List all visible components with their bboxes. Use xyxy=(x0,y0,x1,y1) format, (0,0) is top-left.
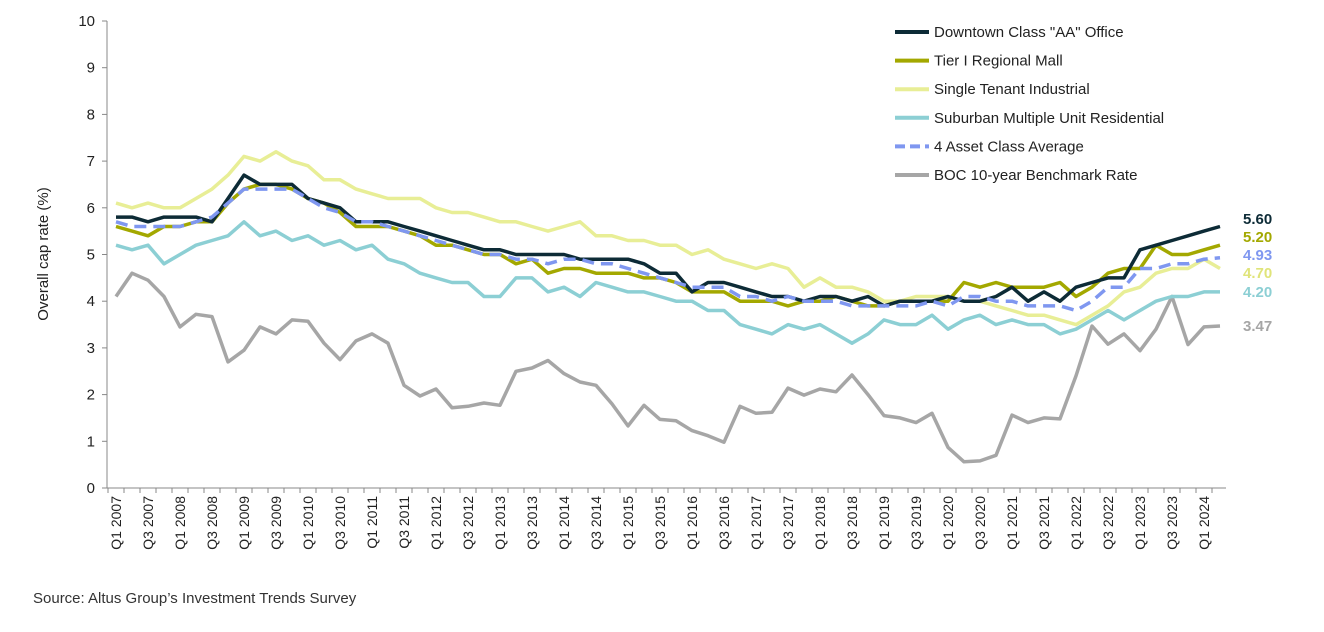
x-tick-label: Q3 2012 xyxy=(460,496,476,550)
x-tick-label: Q3 2021 xyxy=(1036,496,1052,550)
x-tick-label: Q3 2008 xyxy=(204,496,220,550)
source-note: Source: Altus Group’s Investment Trends … xyxy=(33,590,357,607)
x-tick-label: Q1 2014 xyxy=(556,496,572,550)
x-tick-label: Q1 2016 xyxy=(684,496,700,550)
y-tick-label: 5 xyxy=(87,247,95,264)
series-line xyxy=(115,187,1221,313)
x-tick-label: Q3 2014 xyxy=(588,496,604,550)
y-tick-label: 0 xyxy=(87,480,95,497)
legend-label: Suburban Multiple Unit Residential xyxy=(934,110,1164,127)
x-tick-label: Q3 2013 xyxy=(524,496,540,550)
x-tick-label: Q1 2013 xyxy=(492,496,508,550)
x-tick-label: Q1 2019 xyxy=(876,496,892,550)
x-tick-label: Q3 2023 xyxy=(1164,496,1180,550)
x-tick-label: Q3 2015 xyxy=(652,496,668,550)
y-tick-label: 4 xyxy=(87,293,95,310)
x-tick-label: Q3 2016 xyxy=(716,496,732,550)
y-tick-label: 8 xyxy=(87,106,95,123)
x-tick-label: Q1 2008 xyxy=(172,496,188,550)
x-tick-label: Q1 2007 xyxy=(108,496,124,550)
x-tick-label: Q3 2019 xyxy=(908,496,924,550)
end-value-label: 5.60 xyxy=(1243,211,1272,228)
legend-label: Tier I Regional Mall xyxy=(934,53,1063,70)
x-tick-label: Q1 2010 xyxy=(300,496,316,550)
x-tick-label: Q1 2024 xyxy=(1196,496,1212,550)
x-tick-label: Q3 2018 xyxy=(844,496,860,550)
legend-label: 4 Asset Class Average xyxy=(934,138,1084,155)
legend-label: Single Tenant Industrial xyxy=(934,81,1090,98)
x-tick-label: Q3 2011 xyxy=(396,496,412,549)
x-tick-label: Q1 2017 xyxy=(748,496,764,550)
y-tick-label: 6 xyxy=(87,200,95,217)
y-tick-label: 10 xyxy=(78,13,95,30)
end-value-label: 4.20 xyxy=(1243,284,1272,301)
x-tick-label: Q3 2020 xyxy=(972,496,988,550)
x-tick-label: Q3 2009 xyxy=(268,496,284,550)
x-tick-label: Q1 2021 xyxy=(1004,496,1020,550)
y-tick-label: 3 xyxy=(87,340,95,357)
end-value-label: 5.20 xyxy=(1243,229,1272,246)
x-tick-label: Q1 2015 xyxy=(620,496,636,550)
x-tick-label: Q1 2023 xyxy=(1132,496,1148,550)
x-tick-label: Q3 2017 xyxy=(780,496,796,550)
series-line xyxy=(116,173,1221,308)
end-value-label: 4.93 xyxy=(1243,247,1272,264)
x-tick-label: Q1 2018 xyxy=(812,496,828,550)
x-tick-label: Q1 2022 xyxy=(1068,496,1084,550)
x-tick-label: Q3 2022 xyxy=(1100,496,1116,550)
y-tick-label: 7 xyxy=(87,153,95,170)
end-value-label: 3.47 xyxy=(1243,318,1272,335)
series-line xyxy=(114,271,1221,464)
end-value-label: 4.70 xyxy=(1243,265,1272,282)
x-tick-label: Q3 2007 xyxy=(140,496,156,550)
series-line xyxy=(115,150,1221,327)
legend-label: BOC 10-year Benchmark Rate xyxy=(934,167,1137,184)
x-tick-label: Q1 2011 xyxy=(364,496,380,549)
series-line xyxy=(115,220,1220,345)
legend-label: Downtown Class "AA" Office xyxy=(934,24,1124,41)
x-tick-label: Q3 2010 xyxy=(332,496,348,550)
y-tick-label: 1 xyxy=(87,433,95,450)
y-axis-label: Overall cap rate (%) xyxy=(35,187,52,320)
y-tick-label: 2 xyxy=(87,387,95,404)
x-tick-label: Q1 2012 xyxy=(428,496,444,550)
y-tick-label: 9 xyxy=(87,60,95,77)
x-tick-label: Q1 2009 xyxy=(236,496,252,550)
x-tick-label: Q1 2020 xyxy=(940,496,956,550)
